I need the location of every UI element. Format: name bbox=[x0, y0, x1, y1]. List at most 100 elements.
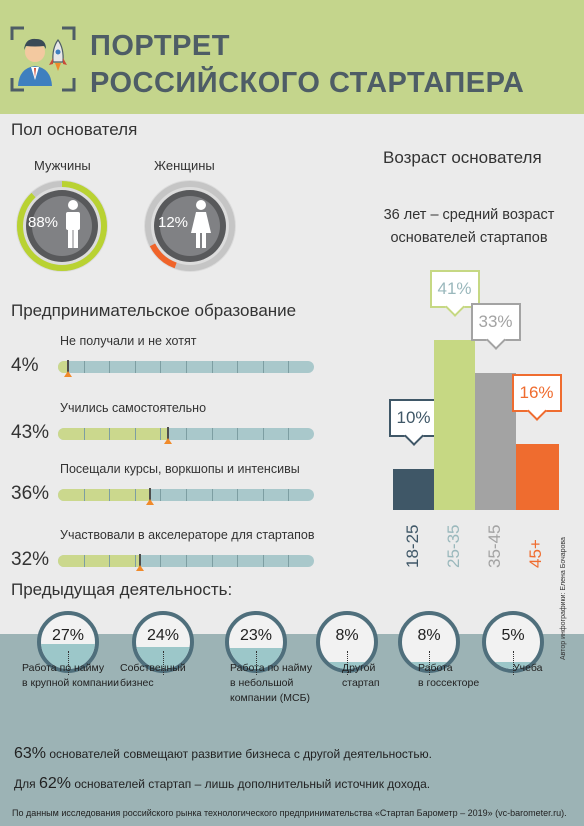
page-title-line1: ПОРТРЕТ bbox=[90, 30, 230, 62]
education-item-label: Не получали и не хотят bbox=[60, 334, 197, 348]
gender-section-title: Пол основателя bbox=[11, 120, 138, 139]
age-category-label: 25-35 bbox=[444, 524, 463, 568]
education-item-label: Учились самостоятельно bbox=[60, 401, 207, 415]
previous-activity-label: Учеба bbox=[513, 661, 542, 676]
male-label: Мужчины bbox=[34, 158, 91, 173]
businessman-with-rocket-icon bbox=[10, 26, 76, 92]
female-person-icon bbox=[191, 200, 211, 248]
education-progress-arrow bbox=[64, 371, 73, 377]
summary-line-2-text: основателей стартап – лишь дополнительны… bbox=[71, 777, 431, 791]
previous-activity-label-line: Работа bbox=[418, 662, 453, 674]
summary-line-1-text: основателей совмещают развитие бизнеса с… bbox=[46, 747, 432, 761]
education-progress-tick bbox=[109, 555, 111, 567]
previous-activity-label: Собственный бизнес bbox=[120, 661, 186, 691]
age-value-callout: 16% bbox=[511, 373, 562, 412]
previous-activity-label-line: Работа по найму bbox=[230, 662, 313, 674]
education-progress-tick bbox=[134, 555, 136, 567]
age-section-title: Возраст основателя bbox=[383, 148, 542, 167]
previous-activity-label: Работа в госсекторе bbox=[418, 661, 479, 691]
education-progress-arrow bbox=[146, 499, 155, 505]
previous-activity-connector bbox=[429, 651, 430, 675]
previous-activity-label-line: компании (МСБ) bbox=[230, 692, 310, 704]
education-progress-tick bbox=[134, 428, 136, 440]
education-progress-tick bbox=[288, 428, 290, 440]
summary-line-2: Для 62% основателей стартап – лишь допол… bbox=[14, 775, 430, 793]
education-progress-tick bbox=[134, 489, 136, 501]
female-percent: 12% bbox=[158, 214, 189, 231]
education-progress-tick bbox=[262, 489, 264, 501]
education-progress-tick bbox=[134, 361, 136, 373]
education-progress-bar bbox=[58, 555, 314, 567]
education-progress-marker bbox=[167, 427, 170, 441]
education-item-label: Участвовали в акселераторе для стартапов bbox=[60, 528, 315, 542]
summary-line-1-number: 63% bbox=[14, 745, 47, 762]
education-progress-arrow bbox=[164, 438, 173, 444]
previous-activity-label-line: стартап bbox=[342, 677, 380, 689]
education-progress-tick bbox=[160, 489, 162, 501]
previous-activity-percent: 24% bbox=[146, 627, 180, 644]
male-person-icon bbox=[66, 200, 80, 248]
previous-activity-percent: 23% bbox=[239, 627, 273, 644]
previous-activity-label-line: Работа по найму bbox=[22, 662, 105, 674]
education-section-title: Предпринимательское образование bbox=[11, 301, 297, 320]
education-progress-tick bbox=[262, 555, 264, 567]
education-progress-fill bbox=[58, 361, 69, 373]
education-progress-tick bbox=[186, 361, 187, 373]
previous-activity-label: Работа по найму в небольшой компании (МСБ) bbox=[230, 661, 312, 706]
previous-activity-label: Другой стартап bbox=[342, 661, 380, 691]
education-progress-bar bbox=[58, 428, 314, 440]
age-bar bbox=[516, 443, 559, 510]
education-progress-tick bbox=[83, 489, 85, 501]
previous-activity-connector bbox=[347, 651, 348, 675]
previous-activity-percent: 5% bbox=[501, 627, 525, 644]
age-category-label: 18-25 bbox=[403, 524, 422, 568]
education-progress-tick bbox=[186, 555, 187, 567]
age-bar bbox=[475, 373, 516, 510]
education-progress-tick bbox=[211, 555, 213, 567]
education-progress-marker bbox=[67, 360, 70, 374]
header: ПОРТРЕТ РОССИЙСКОГО СТАРТАПЕРА bbox=[0, 0, 584, 114]
education-progress-tick bbox=[237, 555, 239, 567]
education-item-label: Посещали курсы, воркшопы и интенсивы bbox=[60, 462, 300, 476]
previous-activity-percent: 8% bbox=[335, 627, 359, 644]
education-progress-fill bbox=[58, 489, 151, 501]
education-progress-bar bbox=[58, 489, 314, 501]
summary-line-2-prefix: Для bbox=[14, 777, 39, 791]
education-progress-tick bbox=[211, 489, 213, 501]
male-percent: 88% bbox=[28, 214, 59, 231]
previous-activity-percent: 8% bbox=[417, 627, 441, 644]
age-subtitle: 36 лет – средний возраст основателей ста… bbox=[383, 207, 555, 246]
previous-activity-label-line: Собственный bbox=[120, 662, 186, 674]
male-donut bbox=[16, 180, 108, 272]
education-progress-tick bbox=[83, 361, 85, 373]
education-progress-bar bbox=[58, 361, 314, 373]
previous-activity-label-line: в небольшой bbox=[230, 677, 294, 689]
education-item-percent: 4% bbox=[11, 355, 39, 376]
male-donut-arc bbox=[17, 181, 107, 271]
previous-activity-connector bbox=[513, 651, 514, 675]
age-bar bbox=[393, 468, 434, 510]
age-bar bbox=[434, 340, 475, 510]
education-progress-tick bbox=[186, 428, 187, 440]
education-progress-tick bbox=[160, 555, 162, 567]
education-progress-arrow bbox=[135, 565, 144, 571]
age-value-callout: 41% bbox=[429, 270, 480, 308]
education-progress-marker bbox=[149, 488, 152, 502]
age-category-label: 35-45 bbox=[485, 524, 504, 568]
education-progress-tick bbox=[186, 489, 187, 501]
education-progress-tick bbox=[237, 489, 239, 501]
education-progress-tick bbox=[109, 361, 111, 373]
page-title: ПОРТРЕТ РОССИЙСКОГО СТАРТАПЕРА bbox=[90, 28, 524, 102]
education-progress-tick bbox=[83, 428, 85, 440]
age-category-label: 45+ bbox=[526, 539, 545, 568]
previous-activity-connector bbox=[68, 651, 69, 675]
education-item-percent: 32% bbox=[11, 549, 50, 570]
summary-line-2-number: 62% bbox=[38, 775, 71, 792]
education-progress-tick bbox=[237, 428, 239, 440]
page-title-line2: РОССИЙСКОГО СТАРТАПЕРА bbox=[90, 67, 525, 99]
previous-activity-percent: 27% bbox=[51, 627, 85, 644]
education-progress-tick bbox=[160, 428, 162, 440]
education-progress-fill bbox=[58, 428, 169, 440]
education-progress-tick bbox=[288, 555, 290, 567]
previous-activity-label-line: в госсекторе bbox=[418, 677, 480, 689]
